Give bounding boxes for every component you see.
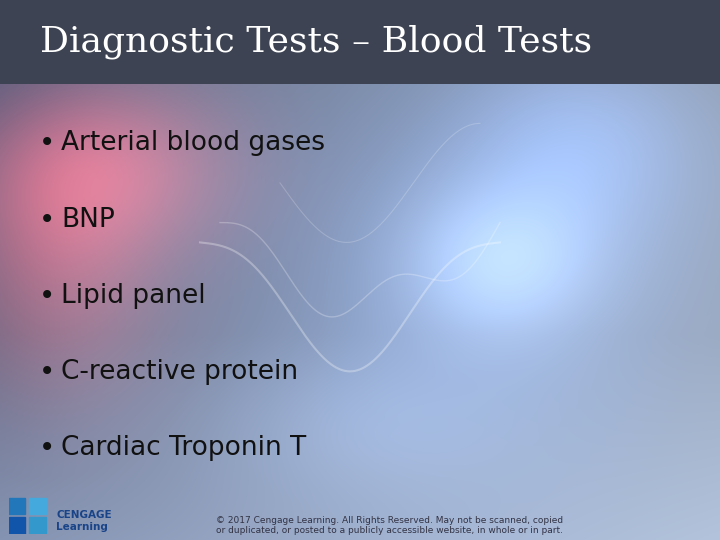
Text: Cardiac Troponin T: Cardiac Troponin T [61,435,307,461]
Text: Diagnostic Tests – Blood Tests: Diagnostic Tests – Blood Tests [40,25,592,59]
Text: •: • [39,130,55,157]
Bar [30,498,46,514]
Bar [9,498,25,514]
Text: BNP: BNP [61,206,115,233]
Text: Lipid panel: Lipid panel [61,282,206,309]
Bar [9,517,25,534]
Text: © 2017 Cengage Learning. All Rights Reserved. May not be scanned, copied
or dupl: © 2017 Cengage Learning. All Rights Rese… [216,516,563,535]
Text: •: • [39,358,55,386]
Text: Arterial blood gases: Arterial blood gases [61,130,325,157]
Text: •: • [39,206,55,233]
Text: C-reactive protein: C-reactive protein [61,359,298,385]
Text: •: • [39,434,55,462]
Text: CENGAGE
Learning: CENGAGE Learning [56,510,112,532]
Bar [30,517,46,534]
Text: •: • [39,282,55,309]
